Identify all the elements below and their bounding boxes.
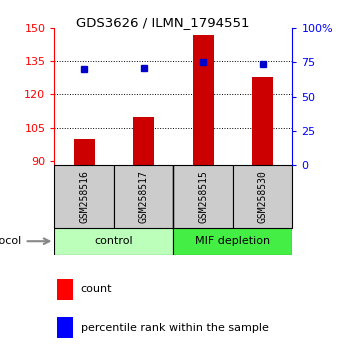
Bar xyxy=(74,138,95,165)
Text: MIF depletion: MIF depletion xyxy=(195,236,270,246)
Bar xyxy=(57,279,73,300)
Text: GSM258517: GSM258517 xyxy=(139,170,149,223)
Text: count: count xyxy=(81,284,112,295)
Text: GDS3626 / ILMN_1794551: GDS3626 / ILMN_1794551 xyxy=(76,16,250,29)
Bar xyxy=(54,165,114,228)
Bar xyxy=(173,228,292,255)
Bar xyxy=(54,228,173,255)
Text: GSM258530: GSM258530 xyxy=(258,170,268,223)
Bar xyxy=(193,35,214,165)
Bar xyxy=(173,165,233,228)
Text: percentile rank within the sample: percentile rank within the sample xyxy=(81,322,269,333)
Bar xyxy=(57,317,73,338)
Bar xyxy=(133,116,154,165)
Text: protocol: protocol xyxy=(0,236,22,246)
Bar xyxy=(114,165,173,228)
Text: GSM258516: GSM258516 xyxy=(79,170,89,223)
Bar xyxy=(252,77,273,165)
Text: GSM258515: GSM258515 xyxy=(198,170,208,223)
Text: control: control xyxy=(95,236,133,246)
Bar xyxy=(233,165,292,228)
